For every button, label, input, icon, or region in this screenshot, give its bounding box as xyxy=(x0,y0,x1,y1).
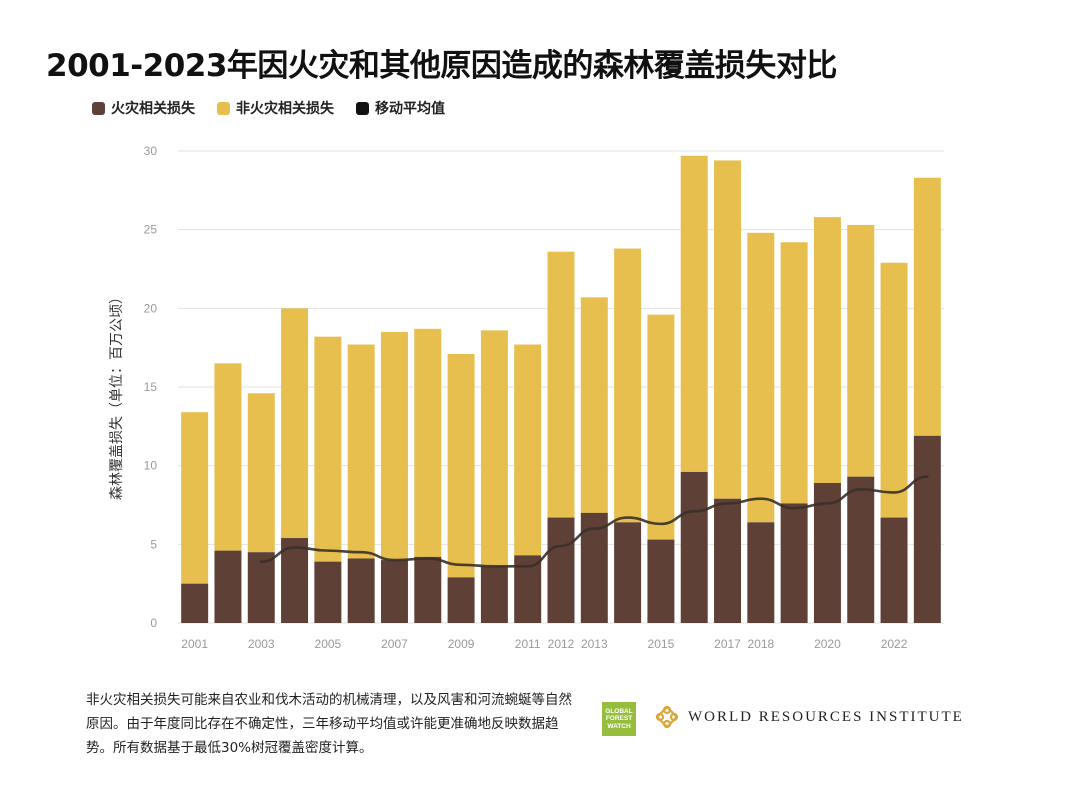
bar-nonfire-2008 xyxy=(414,328,442,557)
bar-fire-2023 xyxy=(913,435,941,623)
bar-fire-2008 xyxy=(414,556,442,623)
bar-fire-2016 xyxy=(680,471,708,623)
bar-fire-2007 xyxy=(380,560,408,623)
bar-nonfire-2019 xyxy=(780,242,808,504)
x-tick-label: 2013 xyxy=(581,637,608,651)
chart-title: 2001-2023年因火灾和其他原因造成的森林覆盖损失对比 xyxy=(46,48,837,84)
bar-fire-2009 xyxy=(447,577,475,623)
bar-nonfire-2022 xyxy=(880,262,908,518)
x-tick-label: 2020 xyxy=(814,637,841,651)
bar-fire-2006 xyxy=(347,558,375,623)
x-tick-label: 2022 xyxy=(881,637,908,651)
bar-nonfire-2018 xyxy=(747,232,775,523)
x-tick-label: 2017 xyxy=(714,637,741,651)
chart-area: 0 5 10 15 20 25 30 2001 2003 2005 2007 2009 2011 2012… xyxy=(144,144,944,651)
wri-knot-icon xyxy=(655,705,679,729)
bar-fire-2002 xyxy=(214,550,242,623)
x-tick-label: 2003 xyxy=(248,637,275,651)
legend-swatch-avg xyxy=(356,101,369,115)
bar-fire-2010 xyxy=(480,566,508,623)
gfw-logo-line1: GLOBAL xyxy=(605,707,633,715)
bar-nonfire-2013 xyxy=(580,297,608,513)
bar-fire-2015 xyxy=(647,539,675,623)
x-tick-label: 2015 xyxy=(648,637,675,651)
bar-nonfire-2015 xyxy=(647,314,675,540)
bar-nonfire-2005 xyxy=(314,336,342,562)
bar-nonfire-2001 xyxy=(181,412,209,584)
x-tick-label: 2007 xyxy=(381,637,408,651)
y-tick-label: 5 xyxy=(150,537,157,551)
bar-nonfire-2016 xyxy=(680,155,708,472)
legend: 火灾相关损失 非火灾相关损失 移动平均值 xyxy=(92,98,445,118)
x-tick-label: 2005 xyxy=(315,637,342,651)
legend-label-fire: 火灾相关损失 xyxy=(111,101,195,117)
bar-nonfire-2010 xyxy=(480,330,508,567)
legend-swatch-nonfire xyxy=(217,101,230,115)
footnote: 非火灾相关损失可能来自农业和伐木活动的机械清理，以及风害和河流蜿蜒等自然原因。由… xyxy=(86,692,572,757)
x-tick-label: 2011 xyxy=(515,637,541,651)
gfw-logo: GLOBAL FOREST WATCH xyxy=(602,702,636,736)
bar-nonfire-2020 xyxy=(813,217,841,483)
bar-nonfire-2006 xyxy=(347,344,375,559)
bar-fire-2004 xyxy=(281,538,309,623)
bar-nonfire-2003 xyxy=(247,393,275,553)
bar-nonfire-2023 xyxy=(913,177,941,436)
bar-nonfire-2009 xyxy=(447,353,475,578)
bar-nonfire-2011 xyxy=(514,344,542,556)
bar-fire-2017 xyxy=(714,498,742,623)
y-tick-label: 15 xyxy=(144,380,158,394)
y-tick-label: 30 xyxy=(144,144,158,158)
wri-logo-text: WORLD RESOURCES INSTITUTE xyxy=(688,708,964,725)
bar-fire-2003 xyxy=(247,552,275,623)
bar-fire-2020 xyxy=(813,482,841,623)
legend-label-avg: 移动平均值 xyxy=(375,101,445,117)
legend-item-nonfire: 非火灾相关损失 xyxy=(217,98,334,118)
x-tick-label: 2001 xyxy=(181,637,208,651)
legend-item-fire: 火灾相关损失 xyxy=(92,98,195,118)
bar-fire-2018 xyxy=(747,522,775,623)
bar-fire-2005 xyxy=(314,561,342,623)
y-tick-label: 25 xyxy=(144,223,158,237)
y-tick-label: 0 xyxy=(150,616,157,630)
legend-swatch-fire xyxy=(92,101,105,115)
y-axis-label: 森林覆盖损失（单位：百万公顷） xyxy=(109,290,125,500)
gfw-logo-line2: FOREST xyxy=(605,715,633,723)
x-tick-label: 2012 xyxy=(548,637,575,651)
bar-fire-2021 xyxy=(847,476,875,623)
bar-fire-2022 xyxy=(880,517,908,623)
legend-label-nonfire: 非火灾相关损失 xyxy=(236,101,334,117)
bar-fire-2001 xyxy=(181,583,209,623)
bar-nonfire-2014 xyxy=(614,248,642,523)
bar-nonfire-2012 xyxy=(547,251,575,518)
bar-nonfire-2004 xyxy=(281,308,309,539)
bar-nonfire-2017 xyxy=(714,160,742,499)
wri-logo: WORLD RESOURCES INSTITUTE xyxy=(655,705,964,729)
x-tick-label: 2009 xyxy=(448,637,475,651)
x-tick-label: 2018 xyxy=(747,637,774,651)
legend-item-avg: 移动平均值 xyxy=(356,98,445,118)
bar-fire-2014 xyxy=(614,522,642,623)
bar-nonfire-2002 xyxy=(214,363,242,551)
bar-nonfire-2021 xyxy=(847,224,875,477)
bar-nonfire-2007 xyxy=(380,331,408,561)
bar-fire-2019 xyxy=(780,503,808,623)
y-tick-label: 10 xyxy=(144,459,158,473)
bar-fire-2012 xyxy=(547,517,575,623)
gfw-logo-line3: WATCH xyxy=(607,722,631,730)
moving-average-line xyxy=(259,475,929,568)
y-tick-label: 20 xyxy=(144,301,158,315)
